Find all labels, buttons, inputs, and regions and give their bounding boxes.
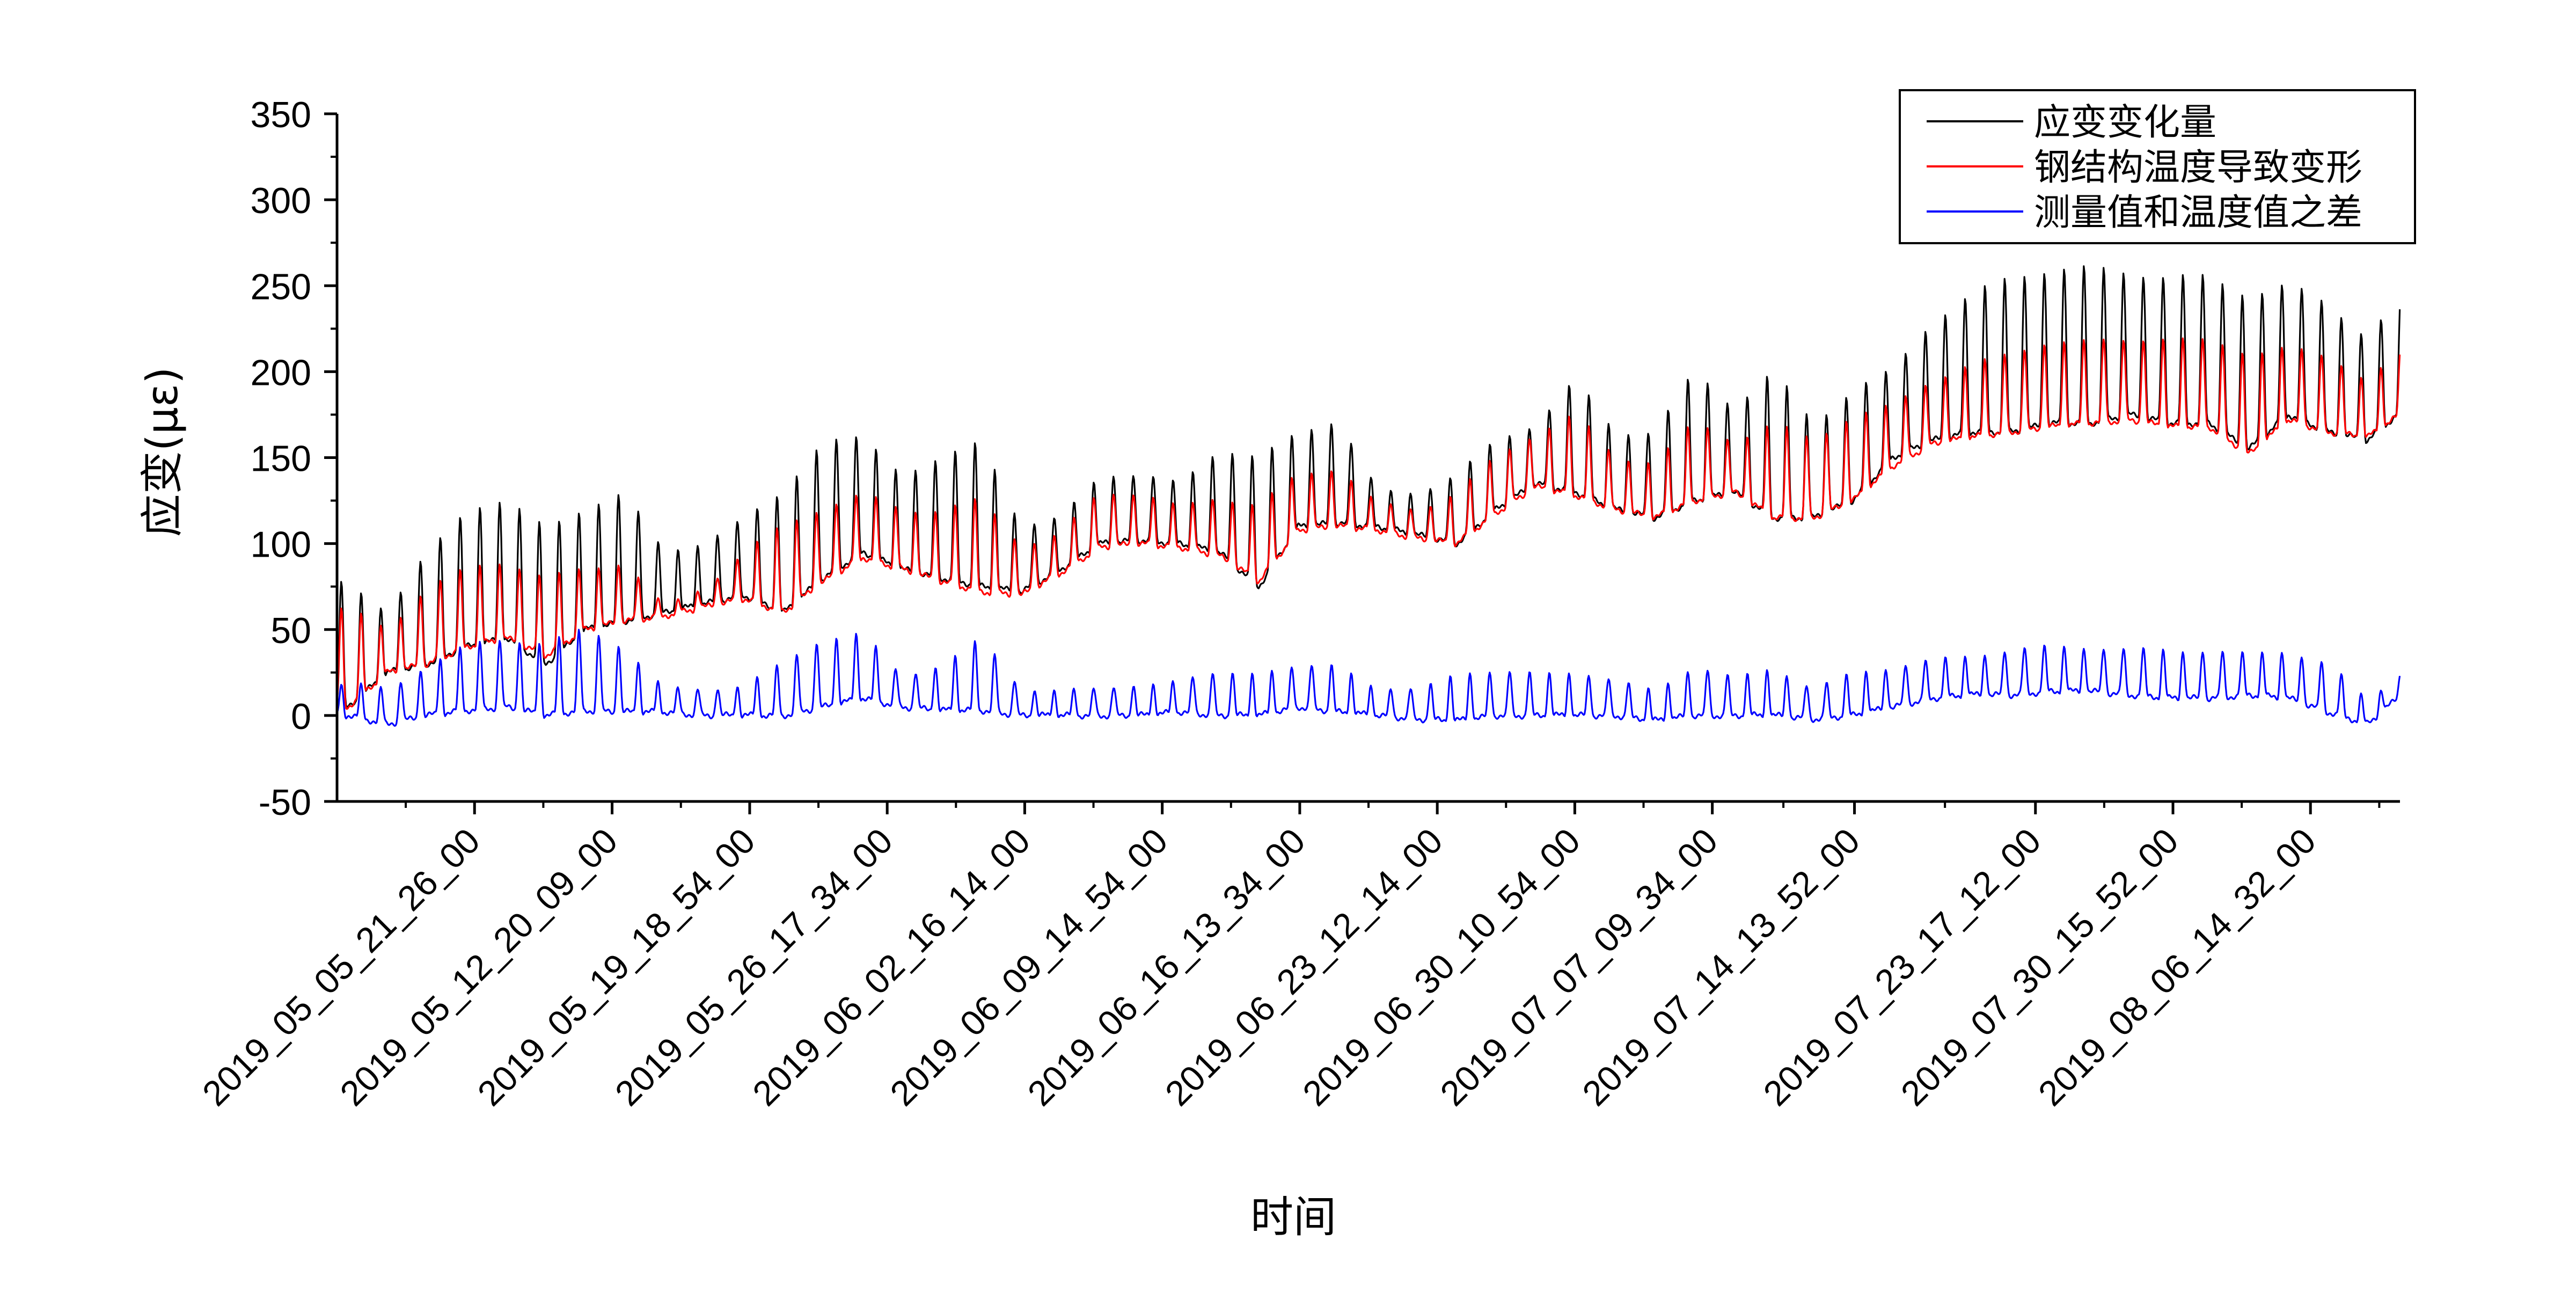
y-tick-label: 100 bbox=[251, 524, 311, 565]
y-tick-label: 150 bbox=[251, 439, 311, 479]
legend-label-3: 测量值和温度值之差 bbox=[2034, 192, 2362, 234]
x-axis-title: 时间 bbox=[1250, 1192, 1336, 1242]
y-tick-label: 0 bbox=[291, 696, 311, 737]
legend-label-1: 应变变化量 bbox=[2034, 101, 2216, 144]
y-tick-label: 200 bbox=[251, 352, 311, 393]
legend-label-2: 钢结构温度导致变形 bbox=[2034, 147, 2362, 189]
series-line-3 bbox=[336, 629, 2401, 727]
y-axis-title: 应变(με) bbox=[137, 367, 187, 537]
y-tick-label: 250 bbox=[251, 266, 311, 307]
plot-area bbox=[336, 265, 2401, 727]
series-line-1 bbox=[336, 265, 2401, 708]
y-tick-label: 300 bbox=[251, 180, 311, 221]
y-tick-label: -50 bbox=[259, 782, 311, 823]
y-tick-label: 350 bbox=[251, 94, 311, 135]
series-line-2 bbox=[336, 337, 2401, 710]
y-tick-label: 50 bbox=[270, 610, 311, 651]
